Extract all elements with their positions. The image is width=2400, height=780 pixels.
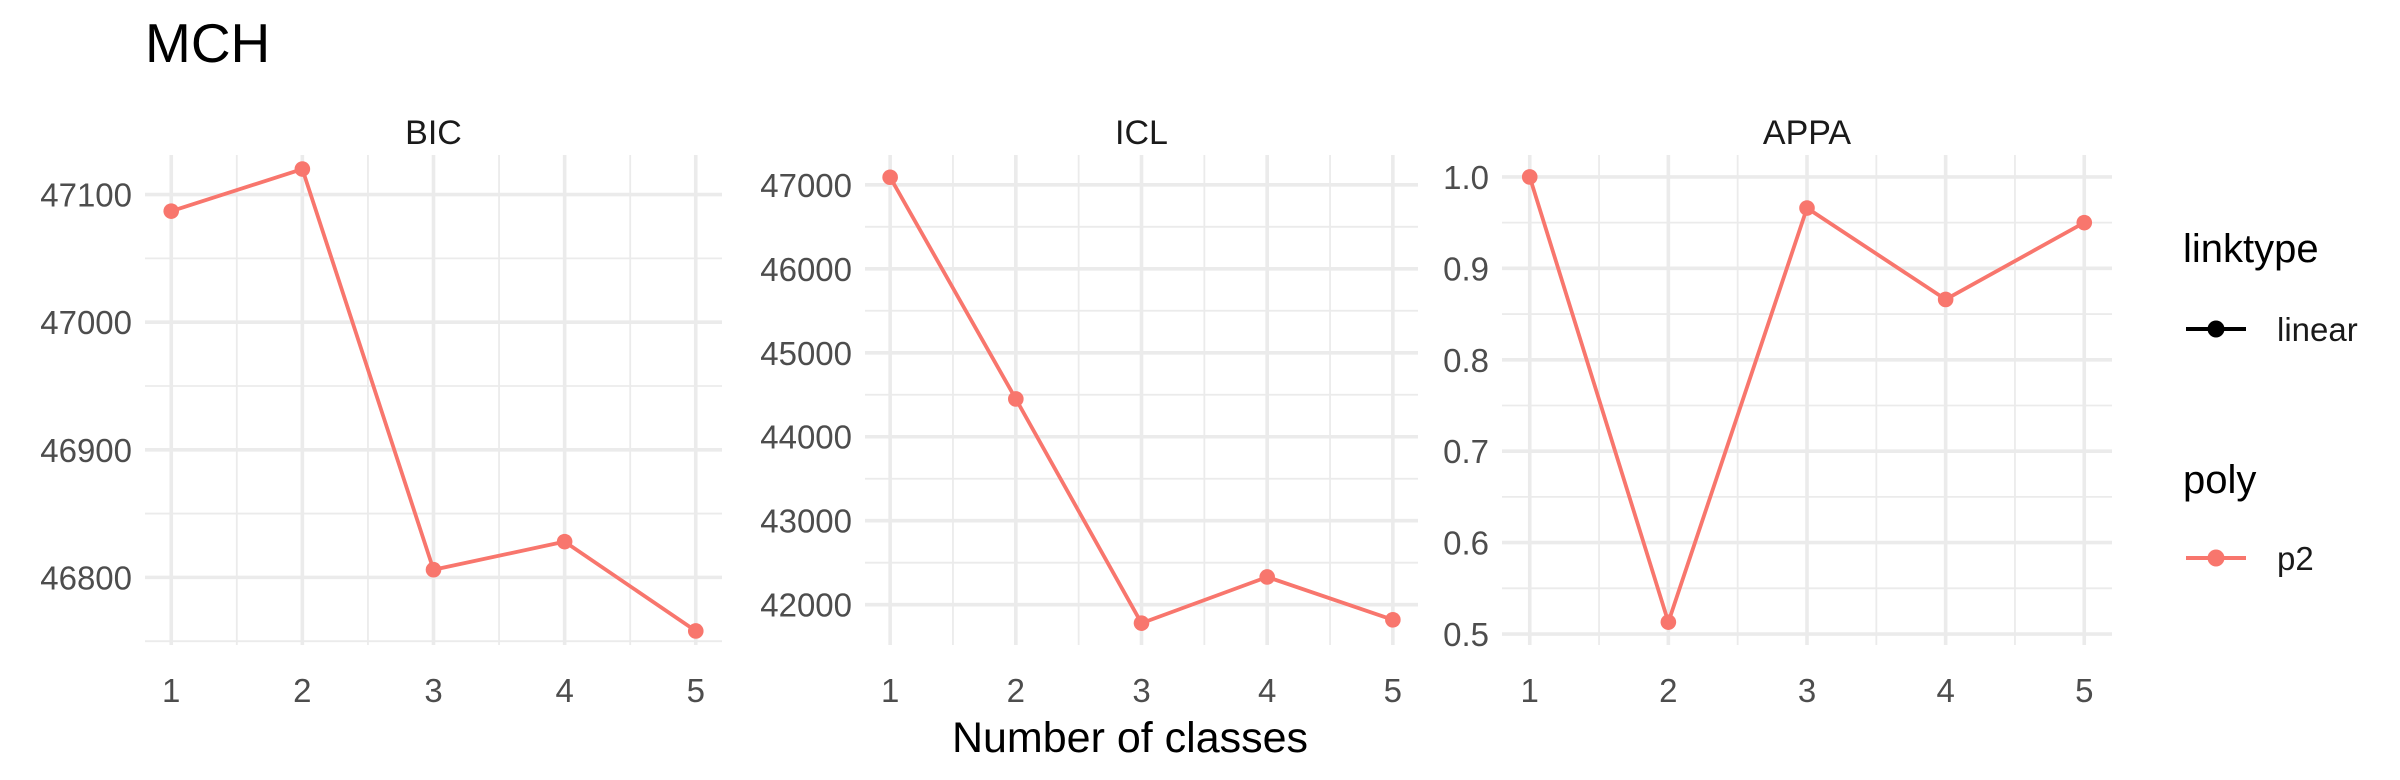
- y-tick-label: 45000: [760, 335, 852, 372]
- y-tick-label: 0.5: [1443, 616, 1489, 653]
- x-tick-label: 1: [881, 672, 899, 709]
- y-tick-label: 0.8: [1443, 342, 1489, 379]
- x-tick-label: 2: [1659, 672, 1677, 709]
- y-tick-label: 46000: [760, 251, 852, 288]
- data-point: [1259, 569, 1275, 585]
- x-tick-label: 4: [555, 672, 573, 709]
- facet-label-appa: APPA: [1763, 114, 1852, 152]
- data-point: [1521, 169, 1538, 185]
- data-point: [294, 161, 311, 177]
- x-tick-label: 1: [1521, 672, 1539, 709]
- legend-title-poly: poly: [2183, 458, 2256, 502]
- x-tick-label: 3: [1798, 672, 1816, 709]
- data-point: [1008, 391, 1024, 407]
- chart-title: MCH: [145, 12, 270, 74]
- data-point: [1385, 612, 1401, 628]
- y-tick-label: 43000: [760, 503, 852, 540]
- legend-label-linear: linear: [2277, 311, 2358, 348]
- y-tick-label: 0.7: [1443, 433, 1489, 470]
- data-point: [425, 561, 442, 578]
- y-tick-label: 47100: [40, 177, 132, 214]
- data-point: [687, 623, 704, 639]
- facet-label-icl: ICL: [1115, 114, 1168, 152]
- x-tick-label: 5: [687, 672, 705, 709]
- y-tick-label: 46800: [40, 559, 132, 596]
- x-tick-label: 5: [1384, 672, 1402, 709]
- data-point: [163, 203, 180, 219]
- y-tick-label: 0.6: [1443, 525, 1489, 562]
- data-point: [882, 169, 898, 186]
- x-axis-title: Number of classes: [952, 714, 1308, 762]
- legend-key-poly-point: [2207, 549, 2225, 567]
- x-tick-label: 3: [1132, 672, 1150, 709]
- x-tick-label: 5: [2075, 672, 2093, 709]
- y-tick-label: 47000: [40, 304, 132, 341]
- x-tick-label: 4: [1936, 672, 1954, 709]
- x-tick-label: 1: [162, 672, 180, 709]
- y-tick-label: 44000: [760, 419, 852, 456]
- legend-key-linktype-point: [2207, 320, 2225, 338]
- legend-label-p2: p2: [2277, 540, 2314, 577]
- x-tick-label: 2: [293, 672, 311, 709]
- panel-icl: ICL 42000 43000 44000 45000 46000 47000 1 2 3 4 5: [760, 114, 1418, 709]
- x-tick-label: 4: [1258, 672, 1276, 709]
- legend-title-linktype: linktype: [2183, 227, 2319, 271]
- y-tick-label: 1.0: [1443, 159, 1489, 196]
- data-point: [556, 533, 573, 550]
- data-point: [1937, 291, 1954, 308]
- y-tick-label: 47000: [760, 167, 852, 204]
- x-tick-label: 2: [1007, 672, 1025, 709]
- panel-bic: BIC 46800 46900 47000 47100 1 2 3 4 5: [40, 114, 722, 709]
- data-point: [1799, 200, 1815, 216]
- x-tick-label: 3: [424, 672, 442, 709]
- panel-appa: APPA 0.5 0.6 0.7 0.8 0.9 1.0 1 2 3 4 5: [1443, 114, 2112, 709]
- data-point: [1133, 615, 1150, 631]
- data-point: [2076, 214, 2093, 231]
- data-point: [1660, 614, 1677, 630]
- y-tick-label: 0.9: [1443, 250, 1489, 287]
- facet-label-bic: BIC: [405, 114, 462, 152]
- y-tick-label: 42000: [760, 587, 852, 624]
- y-tick-label: 46900: [40, 432, 132, 469]
- legend: linktype linear poly p2: [2183, 227, 2358, 577]
- facet-panels: BIC 46800 46900 47000 47100 1 2 3 4 5 ICL 42000 4300…: [40, 114, 2112, 709]
